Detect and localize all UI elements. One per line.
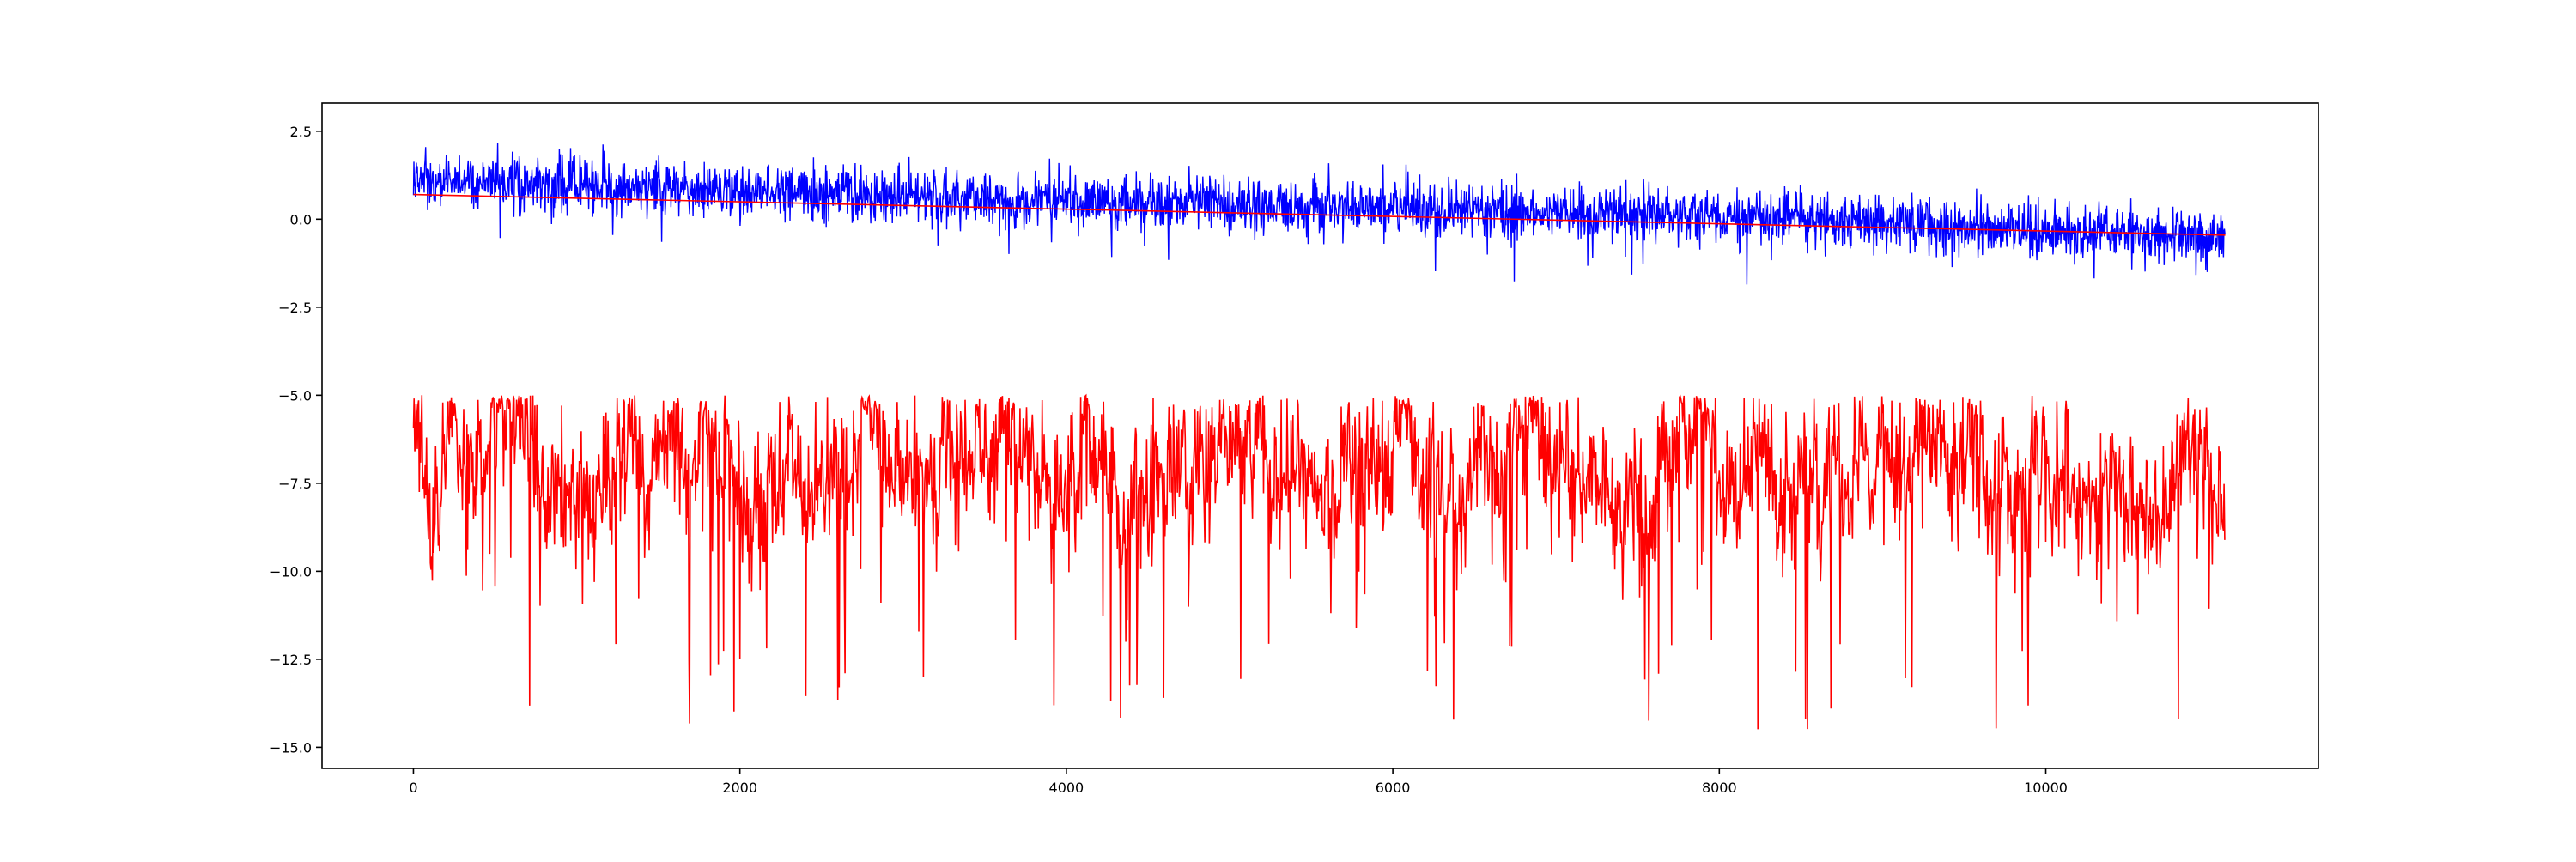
y-tick-label: −5.0 bbox=[278, 387, 312, 404]
x-tick-label: 4000 bbox=[1049, 780, 1084, 796]
y-axis-ticks: 2.5 0.0 −2.5 −5.0 −7.5 −10.0 −12.5 −15.0 bbox=[270, 124, 322, 756]
y-tick-label: −15.0 bbox=[270, 739, 312, 756]
y-tick-label: 0.0 bbox=[290, 211, 312, 228]
x-tick-label: 6000 bbox=[1376, 780, 1411, 796]
y-tick-label: −2.5 bbox=[278, 300, 312, 316]
series-line-blue bbox=[412, 143, 2226, 285]
x-axis-ticks: 0 2000 4000 6000 8000 10000 bbox=[409, 768, 2068, 796]
x-tick-label: 8000 bbox=[1702, 780, 1737, 796]
x-tick-label: 0 bbox=[409, 780, 417, 796]
x-tick-label: 2000 bbox=[722, 780, 757, 796]
y-tick-label: −7.5 bbox=[278, 476, 312, 492]
series-layer bbox=[412, 143, 2226, 730]
series-trend-line-red bbox=[413, 193, 2226, 236]
y-tick-label: −12.5 bbox=[270, 652, 312, 668]
x-tick-label: 10000 bbox=[2024, 780, 2068, 796]
y-tick-label: 2.5 bbox=[290, 124, 312, 140]
y-tick-label: −10.0 bbox=[270, 563, 312, 580]
series-line-red bbox=[412, 393, 2226, 730]
